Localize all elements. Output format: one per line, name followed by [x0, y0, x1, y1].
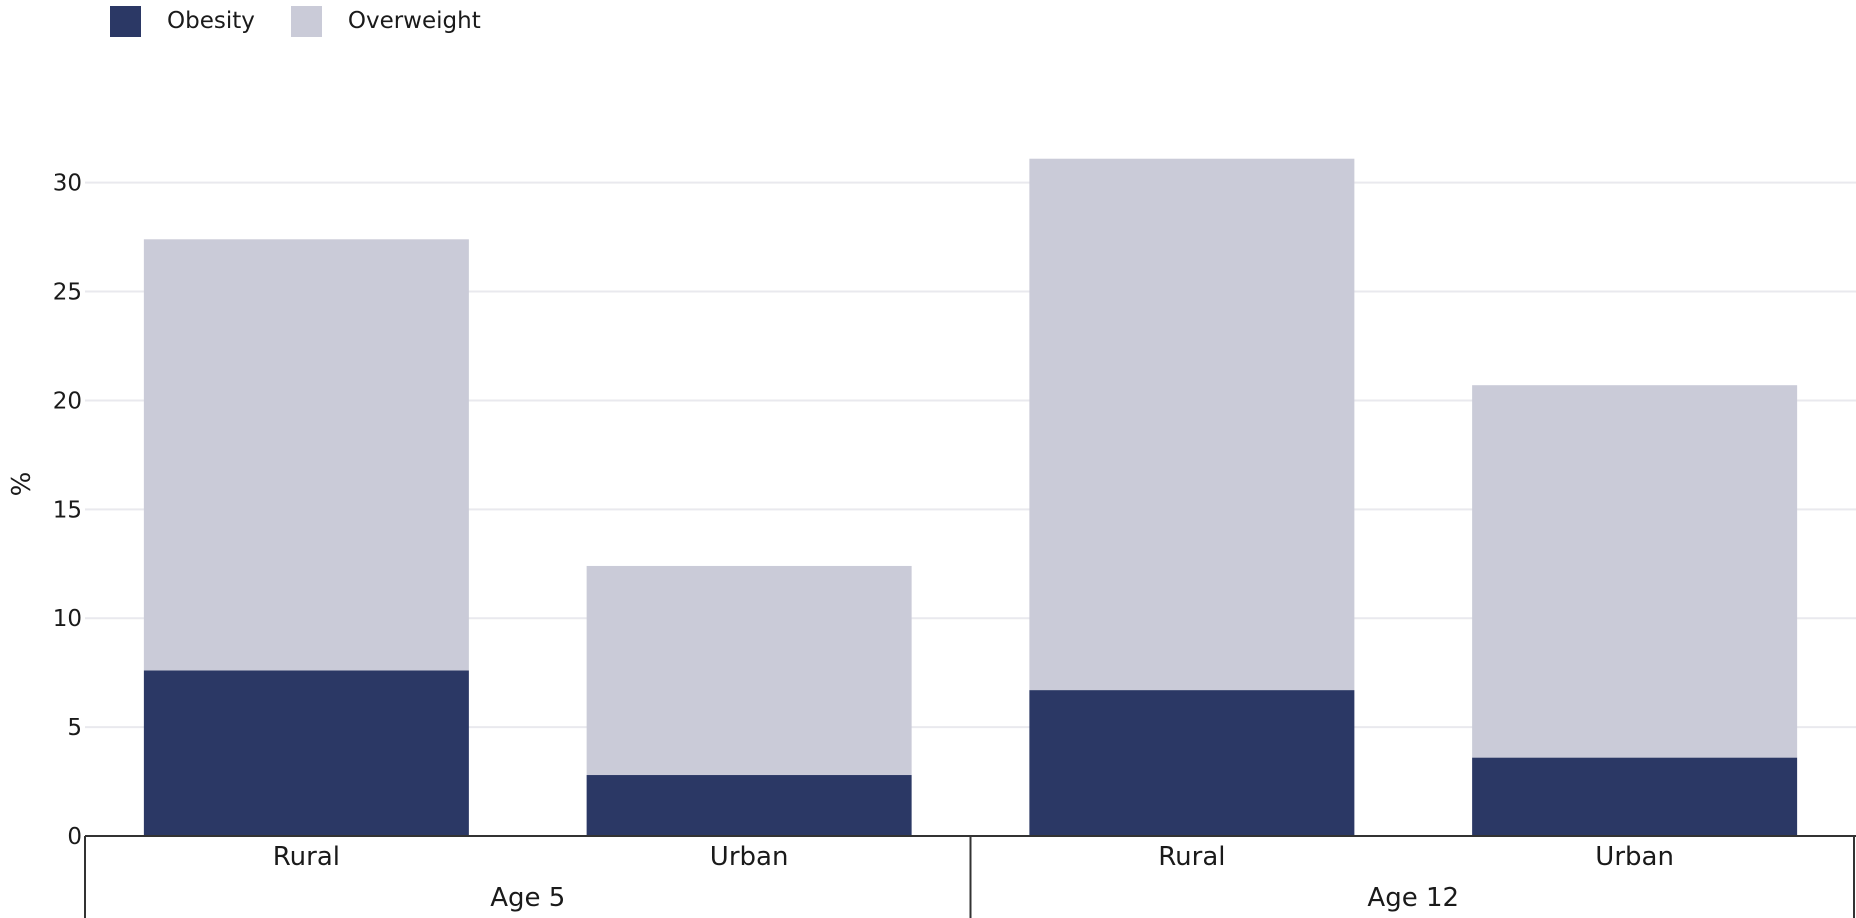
- x-group-label: Age 12: [1367, 883, 1459, 913]
- legend-swatch-overweight: [290, 5, 322, 37]
- bar-overweight-1[interactable]: [586, 565, 912, 776]
- bar-overweight-3[interactable]: [1472, 385, 1798, 758]
- x-group-label: Age 5: [490, 883, 565, 913]
- axes: 0 5 10 15 20 25 30 Rural Urban Rural Urban Age 5 Age…: [53, 171, 1856, 918]
- bar-obesity-2[interactable]: [1029, 690, 1355, 836]
- x-category-label: Urban: [710, 842, 789, 872]
- y-tick-label: 25: [53, 280, 82, 306]
- y-axis-label: %: [7, 472, 37, 497]
- y-tick-label: 30: [53, 171, 82, 197]
- bar-obesity-3[interactable]: [1472, 757, 1798, 836]
- y-tick-label: 15: [53, 497, 82, 523]
- y-tick-label: 0: [67, 824, 82, 850]
- legend-label-overweight: Overweight: [347, 8, 481, 34]
- x-category-label: Rural: [273, 842, 340, 872]
- legend-swatch-obesity: [110, 5, 141, 37]
- legend: Obesity Overweight: [110, 5, 517, 37]
- bar-overweight-2[interactable]: [1029, 158, 1355, 691]
- bars: [143, 158, 1798, 836]
- x-category-label: Urban: [1595, 842, 1674, 872]
- y-tick-label: 5: [67, 715, 82, 741]
- x-category-label: Rural: [1158, 842, 1225, 872]
- bar-obesity-0[interactable]: [143, 670, 469, 836]
- bar-overweight-0[interactable]: [143, 239, 469, 671]
- y-tick-label: 10: [53, 606, 82, 632]
- legend-item-obesity[interactable]: Obesity: [110, 5, 255, 37]
- legend-label-obesity: Obesity: [167, 8, 255, 34]
- y-tick-label: 20: [53, 388, 82, 414]
- bar-obesity-1[interactable]: [586, 775, 912, 836]
- legend-item-overweight[interactable]: Overweight: [290, 5, 481, 37]
